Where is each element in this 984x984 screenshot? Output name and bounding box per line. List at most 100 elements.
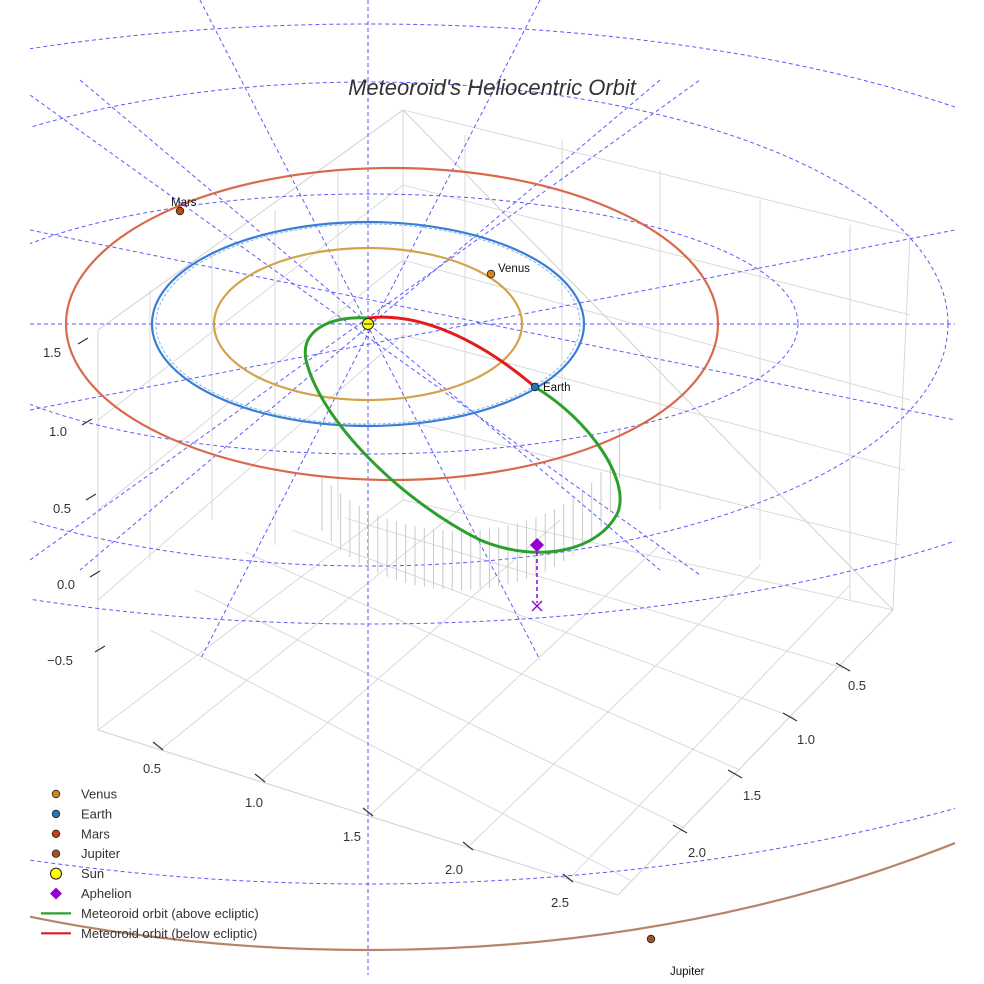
x-tick — [462, 841, 474, 851]
grid-line — [469, 564, 761, 846]
axes-box — [97, 109, 894, 896]
x-tick-label: 1.0 — [245, 795, 263, 810]
grid-line — [244, 551, 741, 771]
legend-label: Aphelion — [81, 886, 132, 901]
legend-item-venus: Venus — [51, 787, 118, 802]
reference-circle — [30, 193, 799, 455]
mars-marker — [175, 206, 185, 216]
grid-line — [617, 609, 894, 896]
venus-marker — [486, 269, 496, 279]
grid-line — [402, 184, 911, 316]
legend-swatch — [51, 849, 61, 858]
legend-swatch — [51, 809, 61, 819]
z-tick-label: −0.5 — [47, 653, 73, 668]
z-tick-label: 0.5 — [53, 501, 71, 516]
grid-line — [97, 499, 404, 731]
grid-line — [97, 259, 404, 511]
z-tick — [94, 645, 106, 653]
y-tick-label: 2.0 — [688, 845, 706, 860]
y-tick-label: 1.5 — [743, 788, 761, 803]
chart-title: Meteoroid's Heliocentric Orbit — [348, 75, 637, 100]
grid-line — [97, 109, 404, 331]
legend-item-meteoroid-orbit-above-ecliptic: Meteoroid orbit (above ecliptic) — [41, 906, 259, 921]
x-tick-label: 2.0 — [445, 862, 463, 877]
aphelion-projection-marker — [531, 600, 543, 612]
x-tick-label: 0.5 — [143, 761, 161, 776]
z-tick-label: 1.5 — [43, 345, 61, 360]
legend-swatch — [51, 789, 61, 799]
axis-tick-labels: 0.5 1.0 1.5 2.0 2.5 0.5 1.0 1.5 2.0 1.5 1.0 0.5 0.0 −… — [43, 345, 866, 910]
legend-swatch — [51, 829, 61, 838]
grid-line — [261, 519, 561, 781]
z-tick — [77, 337, 89, 345]
grid-line — [402, 334, 906, 471]
legend-item-meteoroid-orbit-below-ecliptic: Meteoroid orbit (below ecliptic) — [41, 926, 257, 941]
legend-item-earth: Earth — [51, 806, 112, 821]
venus-label: Venus — [498, 263, 530, 275]
z-tick-label: 0.0 — [57, 577, 75, 592]
legend-item-sun: Sun — [50, 866, 104, 881]
radial-line — [30, 79, 701, 561]
legend-label: Meteoroid orbit (above ecliptic) — [81, 906, 259, 921]
z-tick-label: 1.0 — [49, 424, 67, 439]
earth-label: Earth — [543, 382, 571, 394]
grid-lines — [97, 109, 911, 896]
legend: Venus Earth Mars Jupiter Sun Aphelion Meteoroi… — [41, 787, 259, 941]
x-tick — [152, 741, 164, 751]
markers: Venus Earth Mars Jupiter — [171, 197, 705, 978]
y-tick — [672, 824, 688, 834]
venus-orbit — [212, 246, 524, 402]
y-tick — [727, 769, 743, 779]
grid-line — [569, 584, 851, 879]
earth-orbit — [150, 220, 586, 428]
grid-line — [149, 629, 631, 881]
jupiter-orbit — [30, 841, 955, 951]
earth-marker — [530, 382, 540, 392]
grid-line — [402, 109, 911, 236]
legend-label: Meteoroid orbit (below ecliptic) — [81, 926, 257, 941]
radial-line — [199, 0, 541, 661]
meteoroid-orbit-below — [367, 315, 536, 389]
jupiter-marker — [646, 934, 656, 944]
axis-ticks — [77, 337, 851, 883]
radial-line — [30, 94, 701, 576]
legend-item-aphelion: Aphelion — [50, 886, 132, 901]
radial-line — [30, 229, 955, 411]
legend-label: Mars — [81, 826, 110, 841]
z-tick — [89, 570, 101, 578]
y-tick-label: 0.5 — [848, 678, 866, 693]
meteoroid-orbit — [303, 315, 622, 603]
z-tick — [85, 493, 97, 501]
grid-line — [291, 529, 796, 719]
jupiter-label: Jupiter — [670, 966, 705, 978]
earth-orbit-shadow — [155, 223, 581, 425]
grid-line — [402, 259, 911, 401]
grid-line — [892, 234, 911, 611]
grid-line — [402, 499, 894, 611]
meteoroid-orbit-above — [303, 316, 622, 554]
legend-swatch — [50, 867, 62, 880]
x-tick-label: 1.5 — [343, 829, 361, 844]
legend-label: Jupiter — [81, 846, 121, 861]
z-tick — [81, 418, 93, 426]
grid-line — [344, 517, 851, 671]
grid-line — [194, 589, 686, 829]
legend-swatch — [50, 887, 62, 900]
y-tick — [835, 662, 851, 672]
grid-line — [159, 504, 466, 751]
x-tick-label: 2.5 — [551, 895, 569, 910]
y-tick-label: 1.0 — [797, 732, 815, 747]
legend-label: Sun — [81, 866, 104, 881]
grid-line — [97, 334, 404, 601]
grid-line — [402, 419, 901, 546]
y-tick — [782, 712, 798, 722]
radial-line — [30, 229, 955, 421]
mars-label: Mars — [171, 197, 197, 209]
legend-item-mars: Mars — [51, 826, 110, 841]
legend-item-jupiter: Jupiter — [51, 846, 121, 861]
x-tick — [254, 773, 266, 783]
aphelion-marker — [530, 538, 544, 552]
grid-line — [97, 729, 619, 896]
